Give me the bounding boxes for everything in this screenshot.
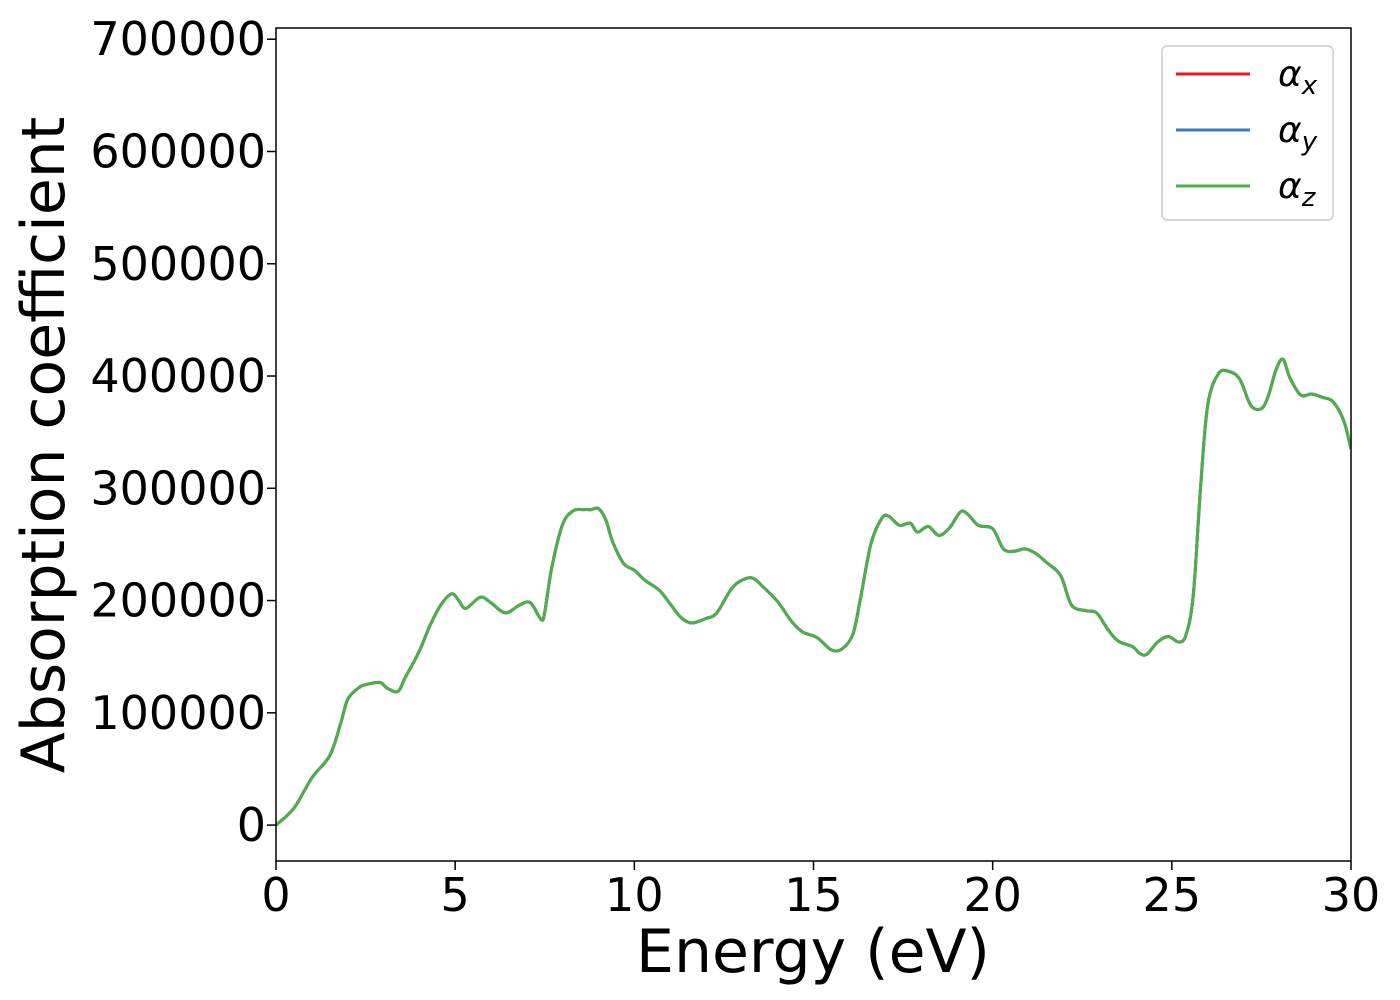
legend-label-y: αy	[1278, 110, 1318, 157]
x-axis-label: Energy (eV)	[636, 917, 990, 987]
legend-label-z: αz	[1278, 166, 1317, 213]
legend-symbol: α	[1278, 166, 1302, 207]
legend-subscript: y	[1301, 127, 1318, 157]
y-tick-label: 500000	[90, 237, 266, 291]
x-axis: 0 5 10 15 20 25 30	[261, 861, 1380, 922]
legend-subscript: z	[1301, 183, 1317, 213]
x-tick-label: 5	[441, 868, 470, 922]
series-line-z	[276, 357, 1351, 827]
y-tick-label: 600000	[90, 124, 266, 178]
y-tick-label: 300000	[90, 461, 266, 515]
x-tick-label: 0	[261, 868, 290, 922]
legend-box	[1161, 45, 1334, 221]
y-tick-label: 700000	[90, 12, 266, 66]
x-tick-label: 10	[605, 868, 664, 922]
x-tick-label: 15	[784, 868, 843, 922]
y-axis: 0 100000 200000 300000 400000 500000 600000 700…	[90, 12, 276, 852]
legend-symbol: α	[1278, 110, 1302, 151]
legend-label-x: αx	[1278, 54, 1318, 101]
y-tick-label: 0	[237, 798, 266, 852]
y-tick-label: 200000	[90, 574, 266, 628]
legend-subscript: x	[1301, 71, 1318, 101]
y-tick-label: 400000	[90, 349, 266, 403]
x-tick-label: 20	[963, 868, 1022, 922]
legend-symbol: α	[1278, 54, 1302, 95]
series-layer	[276, 357, 1351, 827]
y-tick-label: 100000	[90, 686, 266, 740]
x-tick-label: 25	[1143, 868, 1202, 922]
y-axis-label: Absorption coefficient	[9, 117, 79, 774]
x-tick-label: 30	[1322, 868, 1381, 922]
